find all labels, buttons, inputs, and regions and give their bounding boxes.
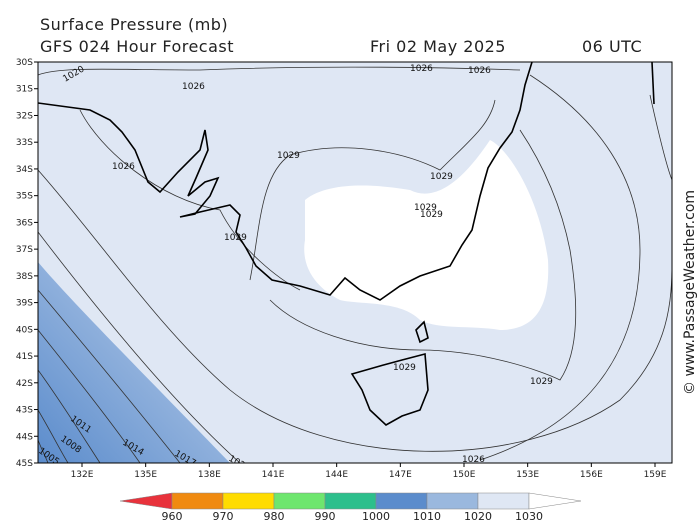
lat-label: 31S xyxy=(16,85,33,95)
lon-label: 153E xyxy=(516,470,539,480)
lat-label: 40S xyxy=(16,325,33,335)
lat-label: 41S xyxy=(16,352,33,362)
colorbar-label: 970 xyxy=(213,510,234,523)
time: 06 UTC xyxy=(582,37,642,56)
lat-label: 36S xyxy=(16,218,33,228)
isobar-label: 102 xyxy=(227,454,247,471)
lon-label: 159E xyxy=(644,470,667,480)
lon-label: 144E xyxy=(325,470,348,480)
colorbar-low xyxy=(119,492,173,510)
colorbar-label: 1010 xyxy=(413,510,441,523)
lat-label: 45S xyxy=(16,459,33,469)
lat-label: 42S xyxy=(16,379,33,389)
colorbar-label: 980 xyxy=(264,510,285,523)
coastline xyxy=(38,62,655,426)
lon-label: 147E xyxy=(389,470,412,480)
colorbar-high xyxy=(528,492,582,510)
colorbar-label: 1030 xyxy=(515,510,543,523)
title: Surface Pressure (mb) xyxy=(40,15,228,34)
lon-label: 138E xyxy=(198,470,221,480)
isobar-label: 1029 xyxy=(430,172,453,182)
lon-label: 156E xyxy=(580,470,603,480)
isobar-label: 1026 xyxy=(468,66,491,76)
isobar-label: 1029 xyxy=(224,233,247,243)
lat-label: 35S xyxy=(16,192,33,202)
colorbar-label: 990 xyxy=(315,510,336,523)
isobar-label: 1026 xyxy=(462,455,485,465)
lat-label: 32S xyxy=(16,111,33,121)
lat-label: 43S xyxy=(16,406,33,416)
isobar-label: 1029 xyxy=(277,151,300,161)
lat-label: 34S xyxy=(16,165,33,175)
map-frame xyxy=(37,61,673,464)
colorbar-label: 960 xyxy=(162,510,183,523)
colorbar-label: 1020 xyxy=(464,510,492,523)
colorbar-segment xyxy=(171,492,224,510)
lat-label: 33S xyxy=(16,138,33,148)
low-pressure-area xyxy=(38,262,230,463)
colorbar-segment xyxy=(477,492,530,510)
isobar-label: 1026 xyxy=(410,64,433,74)
lat-label: 39S xyxy=(16,299,33,309)
colorbar-segment xyxy=(324,492,377,510)
date: Fri 02 May 2025 xyxy=(370,37,506,56)
credit: © www.PassageWeather.com xyxy=(682,190,698,395)
colorbar-label: 1000 xyxy=(362,510,390,523)
isobar-label: 1029 xyxy=(393,363,416,373)
lon-label: 132E xyxy=(71,470,94,480)
model: GFS 024 Hour Forecast xyxy=(40,37,234,56)
colorbar-segment xyxy=(375,492,428,510)
isobar-label: 1029 xyxy=(414,203,437,213)
colorbar-segment xyxy=(222,492,275,510)
lon-label: 150E xyxy=(453,470,476,480)
lat-label: 30S xyxy=(16,58,33,68)
high-pressure-area xyxy=(304,140,549,330)
isobar-label: 1026 xyxy=(182,82,205,92)
isobar-label: 1029 xyxy=(530,377,553,387)
lon-label: 135E xyxy=(134,470,157,480)
isobar-label: 1029 xyxy=(420,210,443,220)
lon-label: 141E xyxy=(262,470,285,480)
lat-label: 38S xyxy=(16,272,33,282)
colorbar-segment xyxy=(273,492,326,510)
lat-label: 37S xyxy=(16,245,33,255)
isobar-label: 1026 xyxy=(112,162,135,172)
colorbar-segment xyxy=(426,492,479,510)
lat-label: 44S xyxy=(16,432,33,442)
